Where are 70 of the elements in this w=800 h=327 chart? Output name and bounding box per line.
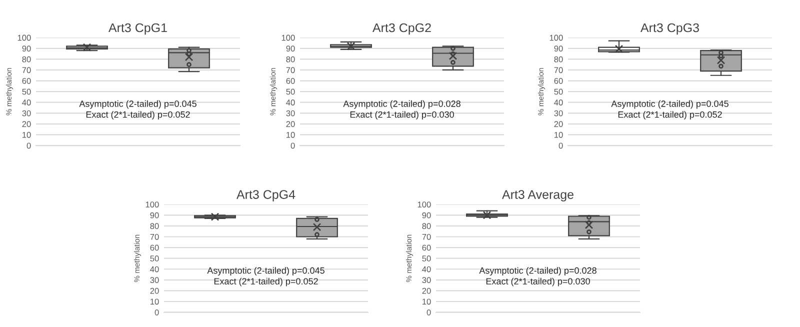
y-tick-label: 70 (554, 67, 563, 74)
y-tick-label: 90 (150, 212, 159, 218)
y-tick-label: 30 (422, 277, 431, 284)
chart-title: Art3 Average (502, 190, 574, 202)
y-tick-label: 60 (150, 244, 159, 251)
y-tick-label: 30 (286, 110, 295, 116)
y-tick-label: 20 (286, 121, 295, 128)
y-tick-label: 30 (22, 110, 31, 116)
annotation: Exact (2*1-tailed) p=0.030 (350, 111, 454, 120)
y-tick-label: 60 (22, 78, 31, 84)
y-tick-label: 20 (22, 121, 31, 128)
y-tick-label: 40 (22, 100, 31, 106)
y-tick-label: 90 (554, 46, 563, 52)
y-tick-label: 90 (22, 46, 31, 52)
y-tick-label: 40 (554, 100, 563, 106)
chart-title: Art3 CpG4 (236, 190, 296, 202)
y-tick-label: 30 (554, 110, 563, 116)
y-tick-label: 0 (154, 309, 159, 316)
y-tick-label: 80 (422, 223, 431, 230)
y-tick-label: 0 (290, 142, 295, 149)
y-tick-label: 70 (422, 234, 431, 240)
y-tick-label: 40 (286, 100, 295, 106)
y-tick-label: 80 (22, 56, 31, 62)
y-tick-label: 50 (422, 256, 431, 262)
y-tick-label: 80 (150, 223, 159, 230)
annotation: Asymptotic (2-tailed) p=0.045 (79, 100, 196, 109)
chart-title: Art3 CpG3 (640, 23, 699, 35)
y-tick-label: 30 (150, 277, 159, 284)
y-tick-label: 70 (22, 67, 31, 74)
y-tick-label: 10 (286, 132, 295, 138)
y-tick-label: 10 (554, 132, 563, 138)
chart-title: Art3 CpG1 (108, 23, 167, 35)
annotation: Exact (2*1-tailed) p=0.030 (486, 278, 590, 286)
y-tick-label: 90 (422, 212, 431, 218)
y-tick-label: 20 (422, 288, 431, 294)
y-tick-label: 100 (282, 34, 295, 41)
y-tick-label: 20 (554, 121, 563, 128)
chart-title: Art3 CpG2 (372, 23, 431, 35)
y-tick-label: 50 (150, 256, 159, 262)
y-tick-label: 10 (22, 132, 31, 138)
y-tick-label: 80 (286, 56, 295, 62)
y-tick-label: 40 (150, 266, 159, 272)
y-tick-label: 10 (150, 298, 159, 305)
annotation: Asymptotic (2-tailed) p=0.028 (479, 267, 596, 276)
y-tick-label: 0 (558, 142, 563, 149)
y-tick-label: 60 (422, 244, 431, 251)
annotation: Exact (2*1-tailed) p=0.052 (214, 278, 318, 286)
y-tick-label: 50 (22, 88, 31, 95)
y-tick-label: 90 (286, 46, 295, 52)
y-tick-label: 80 (554, 56, 563, 62)
y-tick-label: 100 (146, 202, 159, 208)
y-tick-label: 70 (286, 67, 295, 74)
y-tick-label: 100 (18, 34, 31, 41)
y-tick-label: 70 (150, 234, 159, 240)
y-tick-label: 100 (418, 202, 431, 208)
y-tick-label: 0 (426, 309, 431, 316)
y-tick-label: 100 (550, 34, 563, 41)
annotation: Asymptotic (2-tailed) p=0.045 (207, 267, 324, 276)
annotation: Exact (2*1-tailed) p=0.052 (618, 111, 722, 120)
annotation: Exact (2*1-tailed) p=0.052 (86, 111, 190, 120)
y-tick-label: 50 (554, 88, 563, 95)
y-tick-label: 50 (286, 88, 295, 95)
y-tick-label: 60 (286, 78, 295, 84)
annotation: Asymptotic (2-tailed) p=0.045 (611, 100, 728, 109)
y-tick-label: 0 (26, 142, 31, 149)
y-tick-label: 60 (554, 78, 563, 84)
annotation: Asymptotic (2-tailed) p=0.028 (343, 100, 460, 109)
y-tick-label: 10 (422, 298, 431, 305)
y-tick-label: 40 (422, 266, 431, 272)
y-tick-label: 20 (150, 288, 159, 294)
